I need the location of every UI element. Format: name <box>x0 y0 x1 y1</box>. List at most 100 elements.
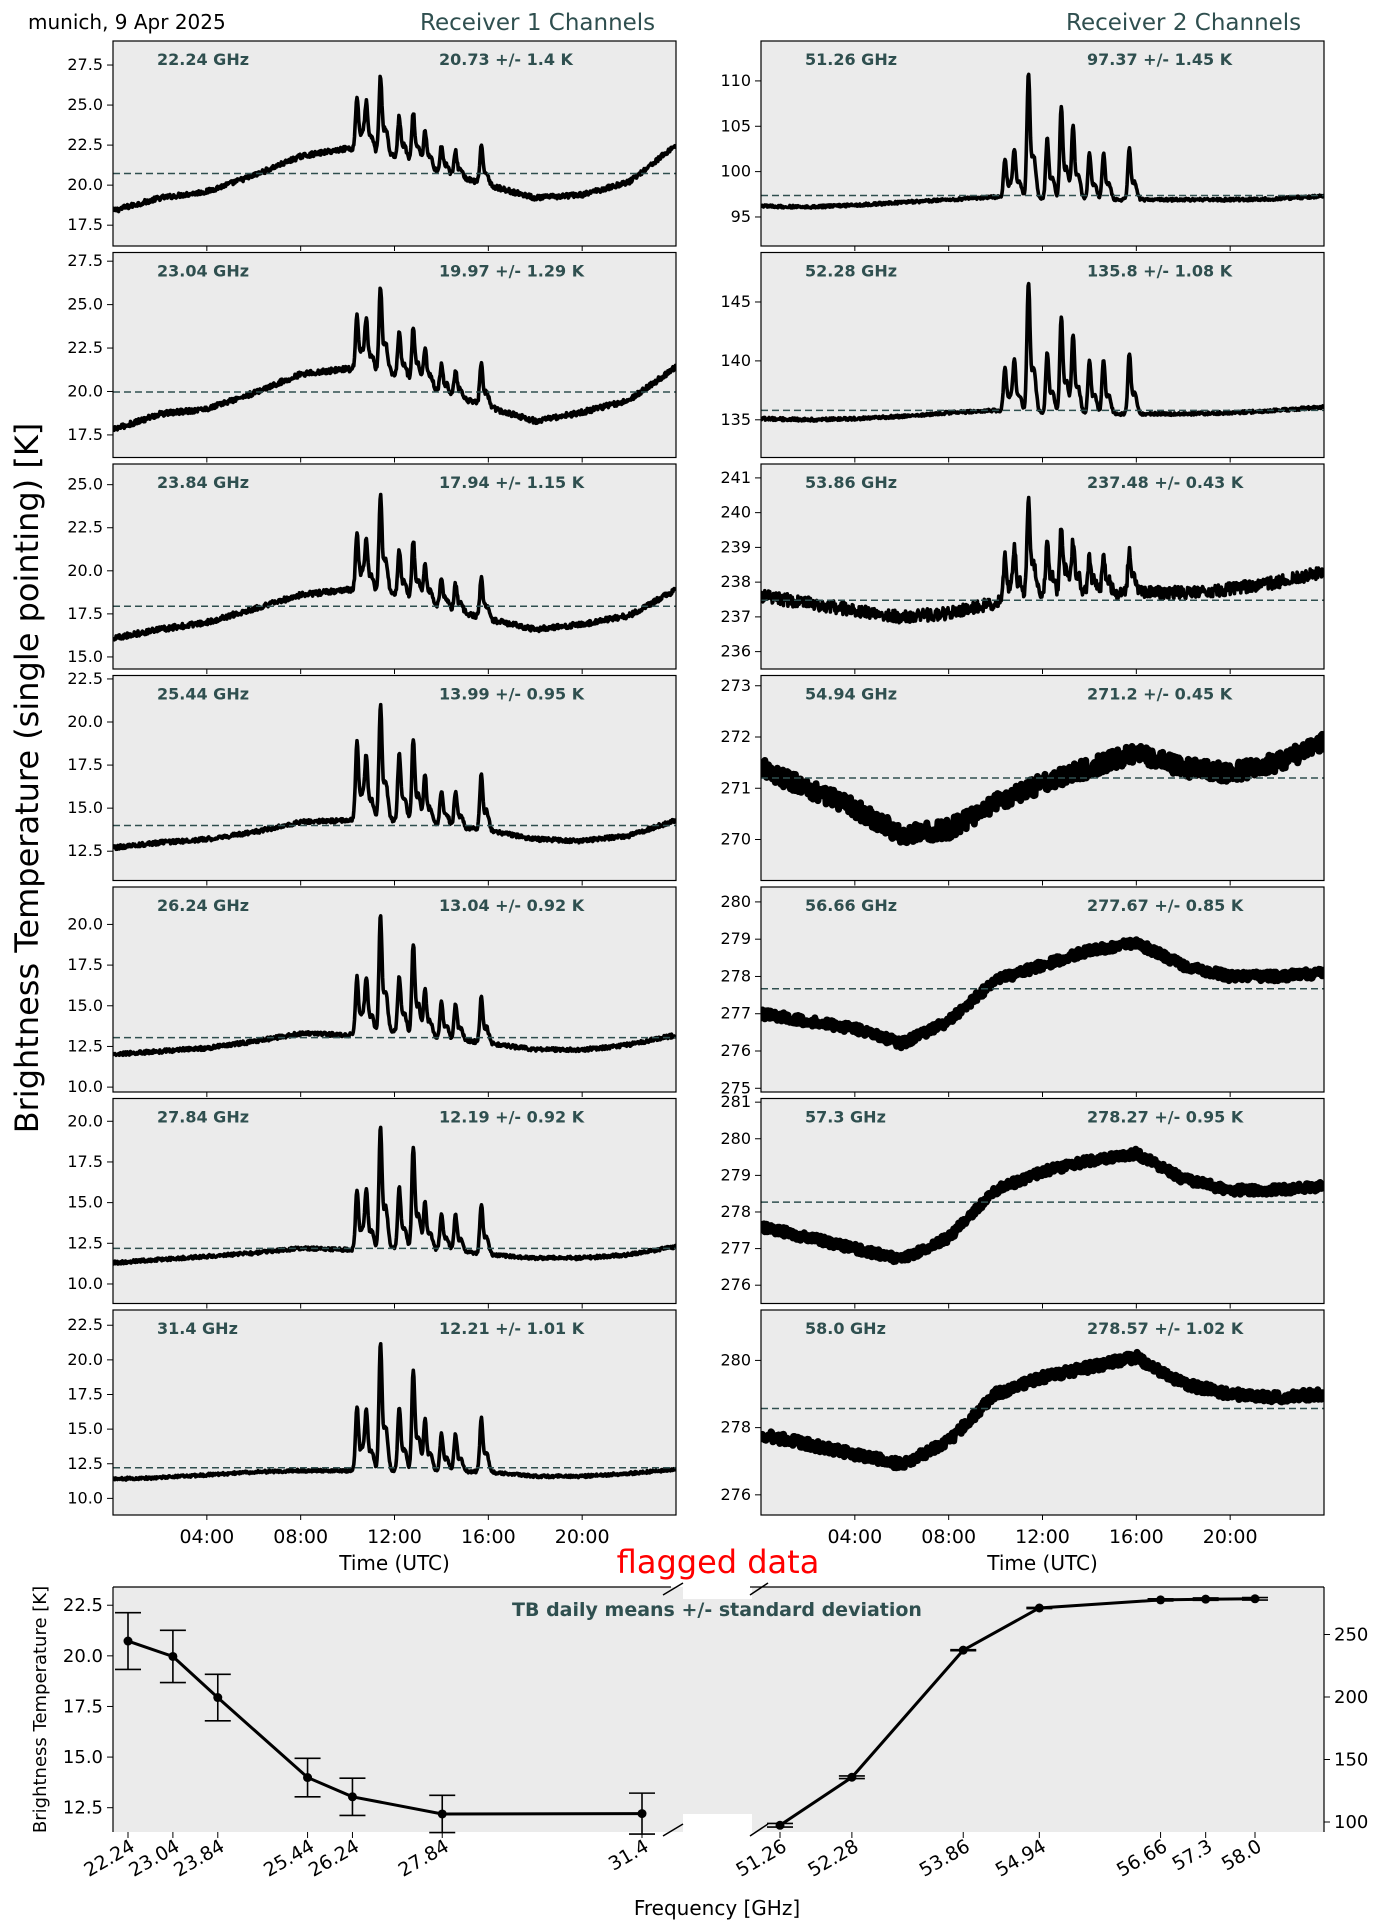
panel-background <box>761 464 1324 669</box>
panel-background-right <box>752 1587 1324 1832</box>
frequency-tick-label: 26.24 <box>305 1835 363 1881</box>
y-tick-label: 20.0 <box>67 561 103 580</box>
y-tick-label: 15.0 <box>67 996 103 1015</box>
y-tick-label: 25.0 <box>67 295 103 314</box>
y-tick-label: 15.0 <box>67 1193 103 1212</box>
panel-background <box>761 1098 1324 1304</box>
panel-background-left <box>113 1587 683 1832</box>
y-tick-label: 17.5 <box>67 1152 103 1171</box>
receiver2-mean-point <box>847 1772 857 1782</box>
channel-label: 57.3 GHz <box>805 1108 886 1127</box>
y-tick-label-right: 100 <box>1334 1812 1368 1833</box>
y-tick-label: 239 <box>720 537 751 556</box>
y-tick-label-left: 22.5 <box>63 1595 103 1616</box>
frequency-tick-label: 57.3 <box>1169 1835 1217 1875</box>
receiver2-mean-point <box>1250 1594 1260 1604</box>
y-tick-label-left: 15.0 <box>63 1747 103 1768</box>
y-tick-label: 135 <box>720 410 751 429</box>
y-tick-label: 20.0 <box>67 914 103 933</box>
receiver2-panel-3: 270 271 272 273 54.94 GHz 271.2 +/- 0.45 K <box>720 674 1325 886</box>
frequency-axis-label: Frequency [GHz] <box>634 1896 800 1920</box>
time-tick-label: 12:00 <box>367 1526 422 1548</box>
time-tick-label: 04:00 <box>179 1526 234 1548</box>
stat-label: 97.37 +/- 1.45 K <box>1087 50 1233 69</box>
stat-label: 278.57 +/- 1.02 K <box>1087 1319 1244 1338</box>
channel-label: 54.94 GHz <box>805 685 897 704</box>
frequency-tick-label: 56.66 <box>1113 1835 1171 1881</box>
channel-label: 53.86 GHz <box>805 473 897 492</box>
y-tick-label: 25.0 <box>67 475 103 494</box>
panel-background-gap <box>679 1599 756 1814</box>
brightness-trace <box>761 495 1324 625</box>
y-tick-label: 237 <box>720 607 751 626</box>
y-tick-label: 238 <box>720 572 751 591</box>
y-tick-label: 10.0 <box>67 1274 103 1293</box>
y-tick-label: 275 <box>720 1078 751 1097</box>
receiver2-title: Receiver 2 Channels <box>1066 10 1302 36</box>
channel-label: 51.26 GHz <box>805 50 897 69</box>
y-tick-label: 277 <box>720 1004 751 1023</box>
flagged-data-label: flagged data <box>617 1543 820 1581</box>
y-tick-label: 276 <box>720 1041 751 1060</box>
y-tick-label: 278 <box>720 966 751 985</box>
receiver1-mean-point <box>437 1809 447 1819</box>
channel-label: 31.4 GHz <box>157 1319 238 1338</box>
y-tick-label: 271 <box>720 778 751 797</box>
receiver2-panel-4: 275 276 277 278 279 280 56.66 GHz 277.67 +/- 0.… <box>720 886 1325 1097</box>
time-tick-label: 20:00 <box>1203 1526 1258 1548</box>
receiver1-panel-4: 10.0 12.5 15.0 17.5 20.0 26.24 GHz 13.04 +/- 0… <box>67 886 677 1097</box>
panel-background <box>113 887 676 1092</box>
frequency-tick-label: 51.26 <box>732 1835 790 1881</box>
y-tick-label: 22.5 <box>67 518 103 537</box>
y-tick-label: 25.0 <box>67 95 103 114</box>
brightness-trace <box>113 1342 676 1482</box>
panel-background <box>113 464 676 669</box>
brightness-trace <box>761 281 1324 423</box>
daily-means-title: TB daily means +/- standard deviation <box>512 1599 922 1621</box>
stat-label: 17.94 +/- 1.15 K <box>439 473 585 492</box>
break-mark <box>749 1582 769 1596</box>
receiver1-panel-3: 12.5 15.0 17.5 20.0 22.5 25.44 GHz 13.99 +/- 0… <box>67 669 677 886</box>
receiver1-title: Receiver 1 Channels <box>420 10 656 36</box>
brightness-trace <box>113 286 676 432</box>
brightness-trace <box>113 914 676 1058</box>
y-tick-label: 280 <box>720 892 751 911</box>
y-tick-label: 22.5 <box>67 669 103 688</box>
y-tick-label-right: 150 <box>1334 1750 1368 1771</box>
panel-background <box>761 41 1324 246</box>
channel-label: 25.44 GHz <box>157 685 249 704</box>
frequency-tick-label: 54.94 <box>992 1835 1050 1881</box>
receiver2-panel-5: 276 277 278 279 280 281 57.3 GHz 278.27 +/- 0.9… <box>720 1092 1325 1309</box>
receiver2-panel-1: 135 140 145 52.28 GHz 135.8 +/- 1.08 K <box>720 251 1325 463</box>
y-tick-label: 100 <box>720 162 751 181</box>
receiver1-panel-5: 10.0 12.5 15.0 17.5 20.0 27.84 GHz 12.19 +/- 0… <box>67 1097 677 1309</box>
daily-means-panel: 12.515.017.520.022.510015020025022.2423.… <box>30 1543 1368 1920</box>
receiver1-mean-point <box>303 1773 313 1783</box>
receiver2-mean-point <box>1156 1595 1166 1605</box>
channel-label: 56.66 GHz <box>805 896 897 915</box>
frequency-tick-label: 31.4 <box>605 1835 653 1875</box>
y-tick-label-left: 12.5 <box>63 1798 103 1819</box>
y-tick-label: 17.5 <box>67 215 103 234</box>
break-mark <box>662 1582 684 1596</box>
stat-label: 20.73 +/- 1.4 K <box>439 50 574 69</box>
stat-label: 277.67 +/- 0.85 K <box>1087 896 1244 915</box>
y-tick-label: 20.0 <box>67 381 103 400</box>
receiver2-panel-0: 95 100 105 110 51.26 GHz 97.37 +/- 1.45 K <box>720 40 1325 251</box>
brightness-trace <box>761 936 1324 1052</box>
channel-label: 23.04 GHz <box>157 262 249 281</box>
stat-label: 13.99 +/- 0.95 K <box>439 685 585 704</box>
panel-background <box>113 1310 676 1515</box>
y-tick-label: 22.5 <box>67 135 103 154</box>
y-tick-label: 95 <box>731 207 751 226</box>
y-tick-label: 15.0 <box>67 647 103 666</box>
y-tick-label: 22.5 <box>67 338 103 357</box>
y-tick-label: 278 <box>720 1202 751 1221</box>
break-mark <box>749 1823 769 1837</box>
y-tick-label: 276 <box>720 1485 751 1504</box>
y-tick-label: 20.0 <box>67 712 103 731</box>
y-tick-label: 240 <box>720 503 751 522</box>
receiver2-panel-6: 276 278 280 58.0 GHz 278.57 +/- 1.02 K <box>720 1309 1325 1520</box>
y-tick-label-right: 250 <box>1334 1625 1368 1646</box>
y-tick-label: 140 <box>720 351 751 370</box>
